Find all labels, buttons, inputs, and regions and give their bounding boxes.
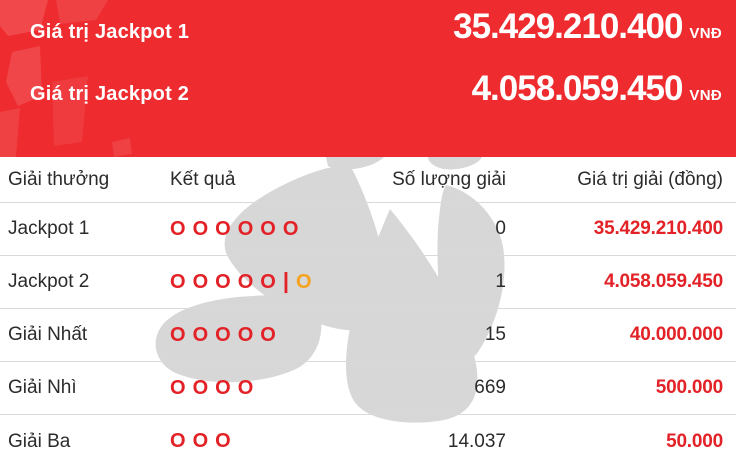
result-circle-icon: O [237, 217, 254, 240]
jackpot2-currency: VNĐ [689, 87, 722, 104]
result-circle-icon: O [192, 430, 209, 452]
jackpot1-label: Giá trị Jackpot 1 [30, 21, 190, 43]
header-count: Số lượng giải [392, 168, 506, 190]
jackpot2-value: 4.058.059.450 [471, 69, 684, 108]
result-separator: | [282, 267, 289, 293]
prize-value: 500.000 [655, 377, 723, 398]
prize-value: 4.058.059.450 [604, 271, 723, 292]
result-circle-icon: O [215, 323, 231, 346]
jackpot1-row: Giá trị Jackpot 1 35.429.210.400 VNĐ [30, 7, 722, 56]
prize-value: 40.000.000 [629, 324, 723, 345]
jackpot1-currency: VNĐ [689, 25, 722, 42]
result-circle-icon: O [192, 217, 209, 240]
result-circle-icon: O [215, 430, 231, 452]
result-circle-icon: O [192, 323, 209, 346]
prize-label: Giải Nhì [8, 377, 77, 398]
header-prize: Giải thưởng [8, 168, 110, 190]
header-value: Giá trị giải (đồng) [577, 168, 723, 190]
prize-label: Jackpot 2 [8, 271, 90, 292]
jackpot1-value: 35.429.210.400 [453, 7, 683, 46]
result-circle-icon: O [170, 270, 186, 293]
jackpot2-row: Giá trị Jackpot 2 4.058.059.450 VNĐ [30, 69, 722, 118]
result-circle-icon: O [215, 217, 231, 240]
result-circle-icon: O [170, 323, 186, 346]
result-circle-icon: O [282, 217, 299, 240]
result-circle-icon: O [215, 270, 231, 293]
result-circle-icon: O [260, 270, 276, 293]
prize-label: Jackpot 1 [8, 218, 90, 239]
result-circle-icon: O [260, 323, 276, 346]
jackpot2-label: Giá trị Jackpot 2 [30, 83, 190, 105]
table-header-row: Giải thưởng Kết quả Số lượng giải Giá tr… [0, 157, 736, 203]
result-circle-icon: O [237, 323, 254, 346]
bonus-circle-icon: O [295, 270, 312, 293]
jackpot-banner: Giá trị Jackpot 1 35.429.210.400 VNĐ Giá… [0, 0, 736, 157]
result-circle-icon: O [170, 217, 186, 240]
result-circles: O O O O O | O [170, 267, 348, 294]
result-circle-icon: O [192, 376, 209, 399]
result-circle-icon: O [260, 217, 276, 240]
prize-label: Giải Ba [8, 430, 71, 452]
results-table: Giải thưởng Kết quả Số lượng giải Giá tr… [0, 157, 736, 460]
winner-count: 1 [495, 271, 506, 292]
header-result: Kết quả [170, 168, 236, 190]
prize-label: Giải Nhất [8, 324, 88, 345]
jackpot2-value-group: 4.058.059.450 VNĐ [472, 69, 722, 109]
winner-count: 14.037 [447, 430, 506, 452]
table-row-jackpot2: Jackpot 2 O O O O O | O 1 4.058.059.450 [0, 256, 736, 309]
result-circle-icon: O [170, 376, 186, 399]
jackpot1-value-group: 35.429.210.400 VNĐ [453, 7, 722, 47]
result-circle-icon: O [170, 430, 186, 452]
winner-count: 15 [484, 324, 506, 345]
winner-count: 669 [474, 377, 506, 398]
result-circle-icon: O [237, 376, 254, 399]
result-circle-icon: O [192, 270, 209, 293]
prize-value: 50.000 [666, 430, 723, 452]
prize-value: 35.429.210.400 [593, 218, 723, 239]
winner-count: 0 [495, 218, 506, 239]
result-circle-icon: O [215, 376, 231, 399]
result-circle-icon: O [237, 270, 254, 293]
